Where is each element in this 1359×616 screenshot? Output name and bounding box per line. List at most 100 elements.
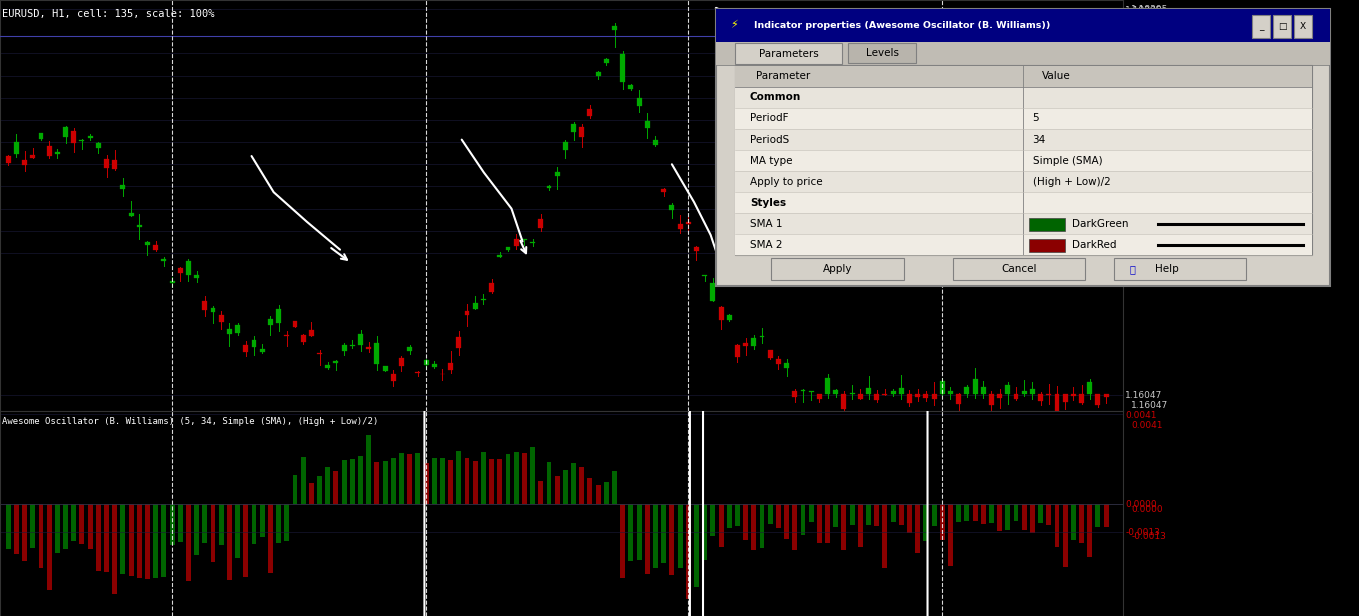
Bar <box>915 503 920 553</box>
Bar <box>202 503 208 543</box>
Bar <box>121 503 125 574</box>
Bar <box>506 455 511 503</box>
Bar <box>219 503 224 545</box>
Bar <box>989 394 993 405</box>
Bar <box>678 503 682 568</box>
Bar <box>1022 503 1026 530</box>
Bar <box>38 133 43 139</box>
Bar <box>686 222 690 224</box>
FancyBboxPatch shape <box>1114 257 1246 280</box>
Bar <box>333 361 338 363</box>
Bar <box>546 461 552 503</box>
Bar <box>79 503 84 544</box>
Bar <box>383 461 387 503</box>
Bar <box>54 503 60 554</box>
Bar <box>383 366 387 371</box>
FancyBboxPatch shape <box>735 234 1311 256</box>
FancyBboxPatch shape <box>735 129 1311 150</box>
Bar <box>923 394 928 398</box>
Bar <box>1030 389 1034 394</box>
Bar <box>367 435 371 503</box>
Text: Help: Help <box>1155 264 1178 274</box>
Bar <box>30 155 35 158</box>
Text: ⚡: ⚡ <box>730 20 738 31</box>
Bar <box>858 503 863 547</box>
Bar <box>227 328 232 334</box>
Bar <box>784 363 790 368</box>
FancyBboxPatch shape <box>716 9 1330 42</box>
Bar <box>579 128 584 137</box>
Bar <box>760 503 765 548</box>
Bar <box>96 143 101 148</box>
Bar <box>694 247 699 251</box>
Bar <box>760 336 765 337</box>
Bar <box>514 239 519 246</box>
Bar <box>341 460 347 503</box>
Bar <box>1087 382 1093 394</box>
Bar <box>154 503 158 578</box>
Text: Indicator properties (Awesome Oscillator (B. Williams)): Indicator properties (Awesome Oscillator… <box>754 21 1051 30</box>
Text: □: □ <box>1277 22 1286 31</box>
Text: Styles: Styles <box>750 198 786 208</box>
Bar <box>349 459 355 503</box>
Text: Parameter: Parameter <box>756 71 810 81</box>
Bar <box>973 379 977 394</box>
Bar <box>768 503 773 524</box>
Bar <box>129 213 133 216</box>
Bar <box>432 458 436 503</box>
Bar <box>391 458 395 503</box>
Bar <box>71 131 76 143</box>
Bar <box>898 503 904 525</box>
Bar <box>654 503 658 569</box>
Bar <box>308 483 314 503</box>
Bar <box>96 503 101 570</box>
Bar <box>711 283 715 301</box>
Text: Value: Value <box>1042 71 1071 81</box>
Text: 1.17045: 1.17045 <box>1132 233 1169 241</box>
Bar <box>292 322 298 327</box>
Bar <box>949 503 953 565</box>
Bar <box>727 315 731 320</box>
FancyBboxPatch shape <box>1030 239 1065 251</box>
Bar <box>1087 503 1093 557</box>
Bar <box>530 242 535 243</box>
Bar <box>1063 503 1068 567</box>
Bar <box>554 476 560 503</box>
Bar <box>595 485 601 503</box>
Bar <box>906 503 912 533</box>
Bar <box>849 503 855 525</box>
Bar <box>809 391 814 392</box>
Bar <box>276 309 281 323</box>
Bar <box>678 224 682 229</box>
Bar <box>735 346 739 357</box>
Bar <box>792 503 798 549</box>
Bar <box>866 503 871 525</box>
Bar <box>809 503 814 522</box>
Bar <box>317 353 322 354</box>
Bar <box>284 334 289 336</box>
FancyBboxPatch shape <box>735 87 1311 108</box>
Text: 1.18125: 1.18125 <box>1132 51 1169 59</box>
Bar <box>800 503 806 535</box>
Bar <box>268 503 273 573</box>
Bar <box>46 147 52 155</box>
Bar <box>113 503 117 594</box>
Bar <box>1055 394 1060 418</box>
Text: DarkRed: DarkRed <box>1072 240 1117 250</box>
Bar <box>1006 385 1010 394</box>
Text: 1.17450: 1.17450 <box>1132 164 1169 173</box>
Bar <box>22 160 27 165</box>
Bar <box>170 503 174 545</box>
Bar <box>1071 503 1076 540</box>
Bar <box>711 503 715 537</box>
Bar <box>154 245 158 249</box>
Text: 0.0000: 0.0000 <box>1132 505 1163 514</box>
Bar <box>1071 394 1076 396</box>
Bar <box>137 503 141 578</box>
Bar <box>825 503 830 543</box>
Bar <box>341 345 347 351</box>
Bar <box>768 351 773 359</box>
Bar <box>719 307 723 320</box>
Bar <box>506 247 511 250</box>
Text: EURUSD, H1, cell: 135, scale: 100%: EURUSD, H1, cell: 135, scale: 100% <box>3 9 215 20</box>
